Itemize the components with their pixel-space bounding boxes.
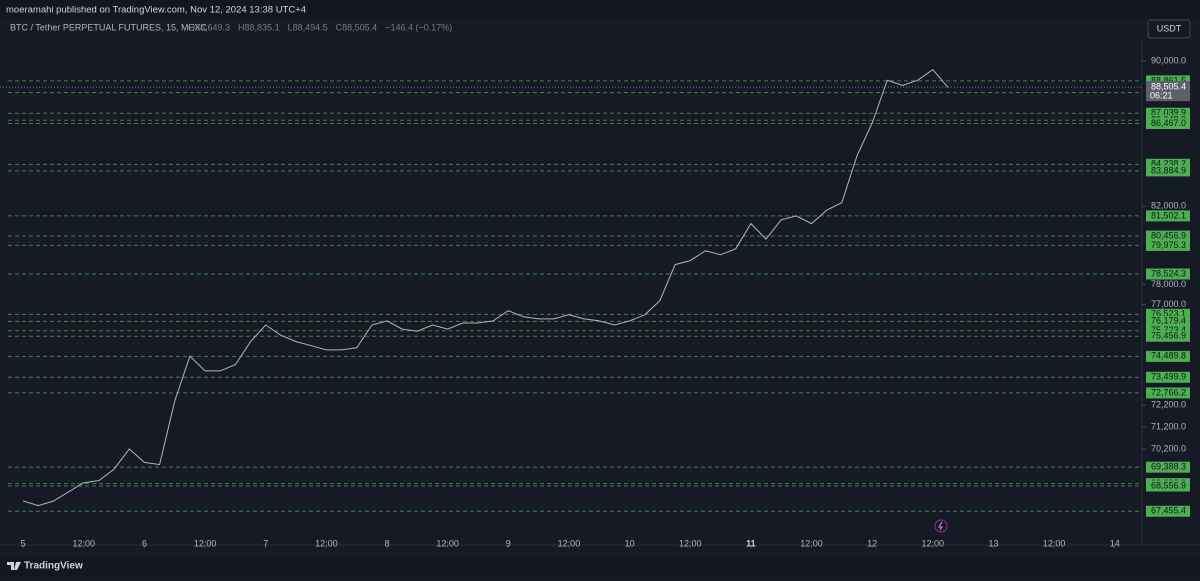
y-tick-label: 70,200.0 (1151, 443, 1186, 453)
level-tag (1146, 461, 1190, 473)
last-price-tag (1146, 81, 1190, 102)
ohlc-value: L88,494.5 (288, 22, 328, 32)
level-label: 81,502.1 (1151, 210, 1186, 220)
footer-bar (0, 556, 1200, 576)
y-tick-label: 78,000.0 (1151, 279, 1186, 289)
ohlc-value: H88,835.1 (238, 22, 280, 32)
level-tag (1146, 230, 1190, 242)
x-tick-label: 10 (625, 538, 635, 548)
level-label: 88,861.5 (1151, 75, 1186, 85)
y-tick-label: 71,200.0 (1151, 421, 1186, 431)
level-label: 73,499.9 (1151, 372, 1186, 382)
level-tag (1146, 75, 1190, 87)
symbol-title: BTC / Tether PERPETUAL FUTURES, 15, MEXC (10, 22, 208, 32)
y-tick-label: 90,000.0 (1151, 55, 1186, 65)
level-label: 75,456.9 (1151, 331, 1186, 341)
level-label: 87,039.9 (1151, 108, 1186, 118)
countdown: 06:21 (1150, 91, 1173, 101)
x-tick-label: 12:00 (73, 538, 96, 548)
level-tag (1146, 371, 1190, 383)
level-tag (1146, 315, 1190, 327)
x-tick-label: 12:00 (436, 538, 459, 548)
level-tag (1146, 325, 1190, 337)
level-label: 78,524.3 (1151, 268, 1186, 278)
x-tick-label: 9 (506, 538, 511, 548)
level-label: 75,723.4 (1151, 325, 1186, 335)
level-label: 86,467.0 (1151, 118, 1186, 128)
level-label: 72,766.2 (1151, 387, 1186, 397)
level-label: 84,238.2 (1151, 159, 1186, 169)
level-label: 80,456.9 (1151, 230, 1186, 240)
level-tag (1146, 118, 1190, 130)
currency[interactable]: USDT (1157, 23, 1182, 33)
x-tick-label: 14 (1110, 538, 1120, 548)
x-tick-label: 12:00 (558, 538, 581, 548)
ohlc-legend: O88,649.3 H88,835.1 L88,494.5 C88,505.4 −146… (188, 22, 452, 32)
level-tag (1146, 505, 1190, 517)
x-tick-label: 7 (263, 538, 268, 548)
y-tick-label: 72,200.0 (1151, 400, 1186, 410)
top-bar (0, 0, 1200, 18)
y-tick-label: 77,000.0 (1151, 299, 1186, 309)
level-tag (1146, 308, 1190, 320)
x-tick-label: 12:00 (194, 538, 217, 548)
event-icon[interactable] (934, 519, 948, 533)
level-label: 68,556.9 (1151, 480, 1186, 490)
x-tick-label: 12:00 (800, 538, 823, 548)
x-tick-label: 6 (142, 538, 147, 548)
level-tag (1146, 165, 1190, 177)
event-bolt (938, 521, 943, 531)
x-tick-label: 12:00 (315, 538, 338, 548)
level-tag (1146, 480, 1190, 492)
level-label: 74,489.8 (1151, 351, 1186, 361)
x-tick-label: 11 (746, 538, 756, 548)
level-tag (1146, 268, 1190, 280)
level-label: 76,179.4 (1151, 316, 1186, 326)
level-tag (1146, 387, 1190, 399)
last-price-label: 88,505.4 (1151, 82, 1186, 92)
ohlc-value: −146.4 (−0.17%) (385, 22, 452, 32)
level-tag (1146, 158, 1190, 170)
level-label: 83,884.9 (1151, 165, 1186, 175)
level-label: 79,975.3 (1151, 240, 1186, 250)
level-tag (1146, 210, 1190, 222)
currency-button[interactable] (1147, 19, 1191, 39)
level-tag (1146, 330, 1190, 342)
level-label: 67,455.4 (1151, 506, 1186, 516)
x-tick-label: 12 (867, 538, 877, 548)
level-label: 69,388.3 (1151, 462, 1186, 472)
level-tag (1146, 350, 1190, 362)
x-tick-label: 12:00 (922, 538, 945, 548)
logo (7, 562, 21, 570)
level-tag (1146, 239, 1190, 251)
x-tick-label: 8 (385, 538, 390, 548)
publisher: moeramahi published on TradingView.com, … (6, 5, 306, 16)
ohlc-value: C88,505.4 (336, 22, 378, 32)
brand: TradingView (24, 561, 83, 572)
x-tick-label: 12:00 (679, 538, 702, 548)
level-tag (1146, 107, 1190, 119)
price-line (23, 69, 949, 507)
x-tick-label: 5 (21, 538, 26, 548)
x-tick-label: 12:00 (1043, 538, 1066, 548)
level-label: 76,523.1 (1151, 309, 1186, 319)
x-tick-label: 13 (988, 538, 998, 548)
ohlc-value: O88,649.3 (188, 22, 230, 32)
y-tick-label: 82,000.0 (1151, 201, 1186, 211)
